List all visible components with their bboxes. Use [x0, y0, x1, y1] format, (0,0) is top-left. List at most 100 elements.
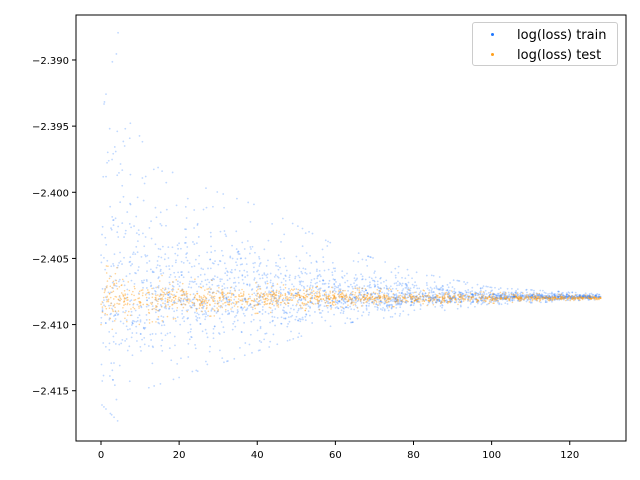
test-point — [538, 295, 541, 298]
train-point — [505, 297, 508, 300]
test-point — [359, 298, 362, 301]
train-point — [556, 295, 559, 297]
train-point — [594, 294, 597, 297]
test-point — [168, 299, 171, 302]
test-point — [454, 298, 457, 300]
test-point — [497, 297, 500, 299]
train-point — [460, 300, 463, 303]
test-point — [186, 310, 189, 313]
train-point — [540, 295, 543, 297]
train-point — [411, 300, 413, 303]
test-point — [559, 298, 562, 300]
train-point — [434, 293, 437, 296]
train-point — [544, 296, 547, 299]
train-point — [323, 294, 326, 297]
test-point — [282, 297, 285, 300]
train-point — [594, 295, 597, 297]
train-point — [562, 291, 564, 294]
train-point — [243, 297, 246, 300]
train-point — [359, 294, 362, 297]
test-point — [241, 299, 244, 302]
train-point — [541, 296, 544, 299]
train-point — [226, 270, 229, 273]
test-point — [277, 300, 279, 303]
test-point — [439, 296, 442, 299]
train-point — [117, 31, 119, 34]
test-point — [267, 294, 269, 296]
test-point — [154, 298, 157, 301]
train-point — [539, 294, 542, 296]
train-point — [284, 317, 287, 319]
test-point — [305, 290, 308, 293]
train-point — [277, 303, 279, 305]
train-point — [514, 295, 517, 297]
train-point — [544, 294, 546, 297]
train-point — [430, 290, 433, 292]
train-point — [499, 295, 501, 298]
train-point — [408, 289, 411, 292]
train-point — [533, 293, 535, 296]
test-point — [427, 294, 430, 296]
test-point — [441, 299, 444, 301]
train-point — [539, 297, 541, 300]
train-point — [341, 297, 343, 300]
test-point — [182, 303, 185, 305]
train-point — [160, 299, 163, 302]
train-point — [379, 300, 382, 302]
train-point — [566, 296, 569, 298]
train-point — [101, 309, 104, 312]
test-point — [457, 294, 459, 296]
train-point — [241, 278, 244, 281]
train-point — [597, 296, 600, 299]
train-point — [228, 300, 231, 303]
train-point — [311, 322, 314, 324]
test-point — [419, 297, 422, 300]
train-point — [130, 226, 133, 229]
train-point — [217, 310, 219, 313]
train-point — [407, 281, 410, 284]
train-point — [298, 307, 300, 310]
train-point — [253, 266, 255, 269]
test-point — [351, 301, 353, 303]
train-point — [458, 280, 461, 282]
test-point — [493, 298, 496, 300]
train-point — [460, 293, 463, 296]
train-point — [504, 297, 506, 300]
train-point — [264, 311, 267, 313]
test-point — [317, 296, 320, 299]
train-point — [130, 279, 133, 282]
test-point — [219, 305, 222, 307]
train-point — [282, 277, 285, 280]
test-point — [371, 296, 373, 299]
test-point — [550, 297, 553, 300]
train-point — [112, 219, 114, 222]
train-point — [365, 289, 367, 292]
test-point — [107, 299, 109, 302]
train-point — [234, 325, 237, 328]
legend-label-train: log(loss) train — [517, 28, 607, 43]
train-point — [549, 297, 552, 299]
test-point — [167, 291, 170, 294]
test-point — [345, 296, 347, 299]
train-point — [116, 314, 119, 316]
train-point — [298, 289, 301, 292]
test-point — [218, 287, 220, 289]
test-point — [278, 297, 281, 299]
test-point — [293, 288, 296, 290]
test-point — [286, 295, 288, 298]
train-point — [470, 293, 473, 296]
train-point — [391, 304, 394, 307]
train-point — [233, 289, 236, 291]
train-point — [486, 303, 488, 306]
test-point — [500, 297, 503, 299]
train-point — [299, 320, 302, 323]
train-point — [572, 297, 575, 300]
train-point — [541, 295, 544, 298]
train-point — [134, 309, 137, 312]
train-point — [539, 296, 542, 299]
train-point — [467, 300, 469, 302]
test-point — [171, 299, 173, 301]
train-point — [533, 291, 535, 294]
train-point — [549, 298, 551, 300]
test-point — [134, 298, 137, 301]
